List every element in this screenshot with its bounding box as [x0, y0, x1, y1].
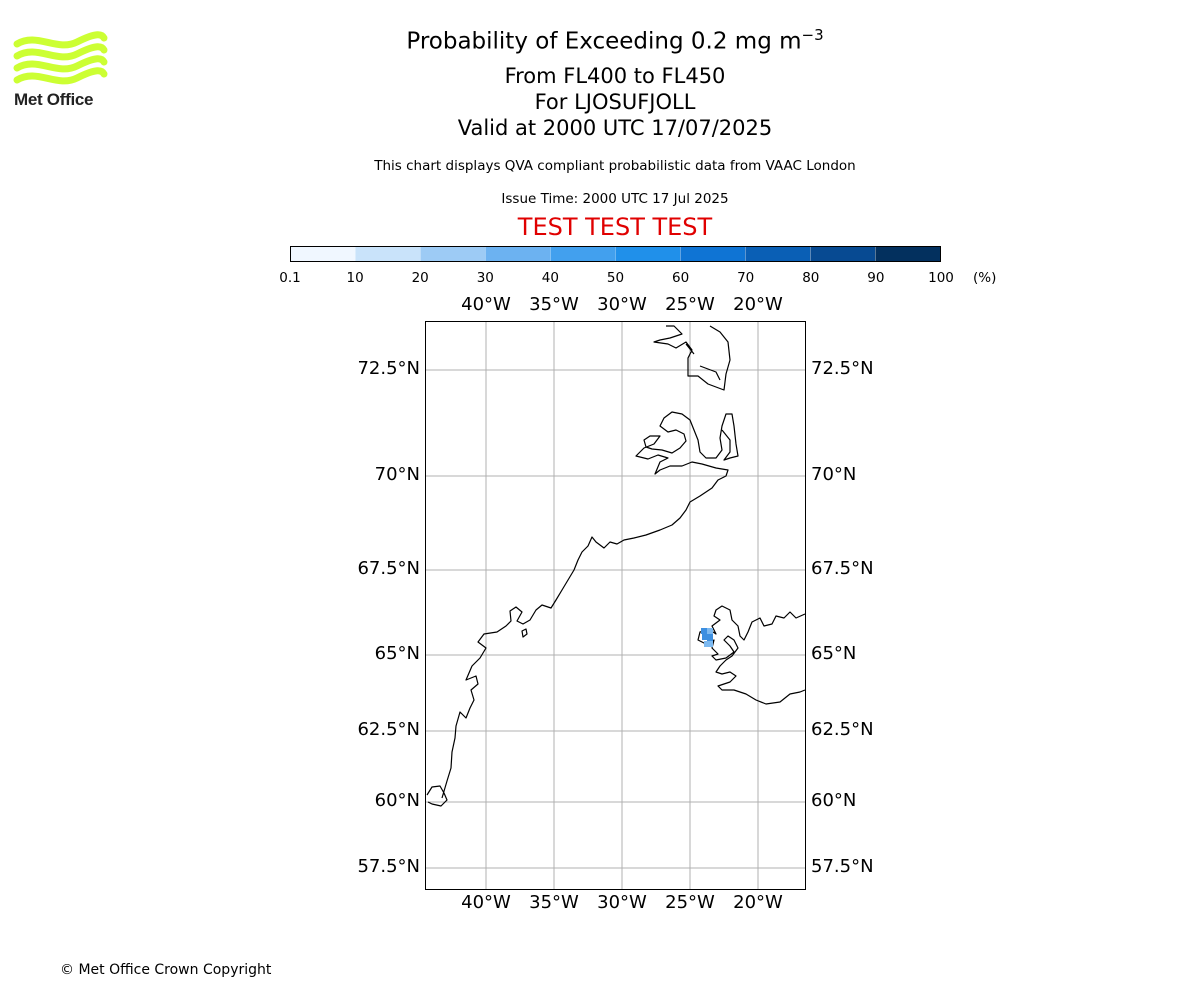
latitude-label-left: 60°N — [374, 790, 420, 811]
colorbar-segment — [745, 247, 810, 261]
colorbar-tick-label: 80 — [802, 270, 820, 286]
test-banner: TEST TEST TEST — [517, 213, 713, 241]
ash-probability-cell — [707, 634, 713, 641]
longitude-label: 35°W — [529, 892, 579, 913]
colorbar-segment — [291, 247, 355, 261]
latitude-label-left: 62.5°N — [357, 719, 420, 740]
latitude-label-right: 57.5°N — [811, 856, 874, 877]
greenland-coastline — [426, 325, 739, 807]
ash-probability-cell — [707, 641, 713, 647]
colorbar-tick-label: 20 — [411, 270, 429, 286]
longitude-label: 30°W — [597, 892, 647, 913]
latitude-label-right: 70°N — [811, 464, 857, 485]
longitude-label: 25°W — [665, 892, 715, 913]
colorbar-segment — [680, 247, 745, 261]
colorbar-tick-label: 60 — [672, 270, 690, 286]
chart-title: Probability of Exceeding 0.2 mg m−3 — [315, 26, 915, 55]
longitude-label: 40°W — [461, 294, 511, 315]
met-office-logo — [13, 31, 108, 85]
colorbar-tick-label: 10 — [346, 270, 364, 286]
latitude-label-left: 72.5°N — [357, 358, 420, 379]
colorbar-segment — [355, 247, 420, 261]
latitude-label-right: 65°N — [811, 643, 857, 664]
longitude-label: 20°W — [733, 294, 783, 315]
longitude-label: 35°W — [529, 294, 579, 315]
title-superscript: −3 — [801, 26, 824, 44]
colorbar-unit: (%) — [973, 270, 997, 286]
volcano-name: For LJOSUFJOLL — [534, 90, 696, 114]
chart-description: This chart displays QVA compliant probab… — [374, 158, 856, 174]
colorbar-tick-label: 90 — [867, 270, 885, 286]
logo-text: Met Office — [14, 90, 94, 109]
latitude-label-right: 67.5°N — [811, 558, 874, 579]
latitude-label-left: 67.5°N — [357, 558, 420, 579]
colorbar-segment — [550, 247, 615, 261]
probability-colorbar — [290, 246, 941, 262]
longitude-label: 40°W — [461, 892, 511, 913]
logo-wave — [13, 43, 108, 61]
colorbar-tick-label: 50 — [606, 270, 625, 286]
colorbar-segment — [485, 247, 550, 261]
valid-time: Valid at 2000 UTC 17/07/2025 — [457, 116, 773, 140]
logo-wave — [13, 67, 108, 85]
flight-level-range: From FL400 to FL450 — [504, 64, 726, 88]
colorbar-segment — [420, 247, 485, 261]
colorbar-tick-label: 40 — [541, 270, 559, 286]
issue-time: Issue Time: 2000 UTC 17 Jul 2025 — [501, 191, 729, 207]
latitude-label-left: 65°N — [374, 643, 420, 664]
longitude-label: 30°W — [597, 294, 647, 315]
longitude-label: 25°W — [665, 294, 715, 315]
longitude-label: 20°W — [733, 892, 783, 913]
ash-probability-cell — [704, 641, 709, 647]
title-line1: Probability of Exceeding 0.2 mg m — [406, 28, 802, 55]
logo-wave — [13, 31, 108, 49]
colorbar-tick-label: 70 — [737, 270, 755, 286]
latitude-label-left: 57.5°N — [357, 856, 420, 877]
colorbar-segment — [615, 247, 680, 261]
ash-probability-cell — [702, 634, 707, 640]
iceland-coastline — [697, 605, 806, 705]
latitude-label-right: 60°N — [811, 790, 857, 811]
latitude-label-left: 70°N — [374, 464, 420, 485]
colorbar-tick-label: 0.1 — [279, 270, 301, 286]
latitude-label-right: 72.5°N — [811, 358, 874, 379]
latitude-label-right: 62.5°N — [811, 719, 874, 740]
copyright-notice: © Met Office Crown Copyright — [60, 962, 272, 978]
logo-wave — [13, 55, 108, 73]
colorbar-segment — [810, 247, 875, 261]
ash-probability-cell — [701, 628, 707, 634]
colorbar-tick-label: 30 — [476, 270, 494, 286]
map-border — [425, 321, 806, 890]
colorbar-segment — [875, 247, 940, 261]
ash-probability-cell — [707, 628, 713, 634]
colorbar-tick-label: 100 — [928, 270, 954, 286]
greenland-island — [521, 628, 528, 638]
